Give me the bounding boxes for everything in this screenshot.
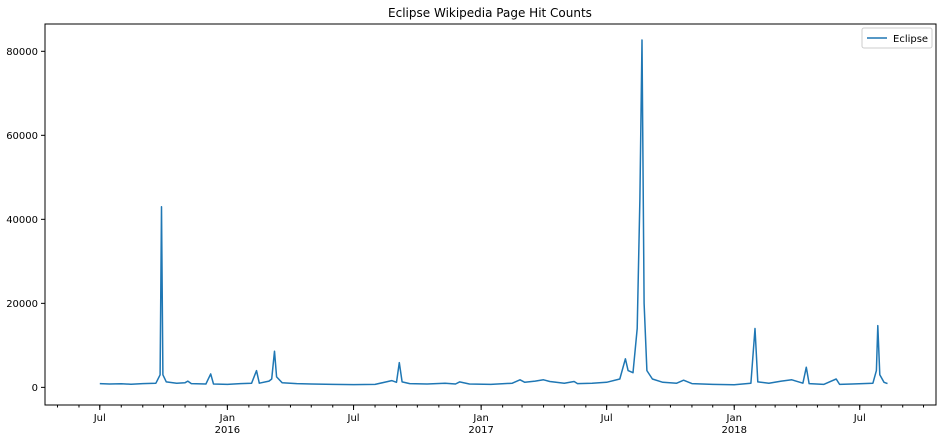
series-layer bbox=[99, 39, 888, 386]
legend-label-eclipse: Eclipse bbox=[893, 34, 928, 45]
chart-title: Eclipse Wikipedia Page Hit Counts bbox=[388, 6, 592, 20]
x-tick-year-label: 2016 bbox=[215, 425, 240, 436]
y-tick-label: 40000 bbox=[6, 215, 38, 226]
legend-box bbox=[861, 27, 933, 49]
series-line-eclipse bbox=[99, 39, 888, 386]
y-tick-label: 0 bbox=[32, 383, 38, 394]
x-tick-label: Jul bbox=[93, 413, 106, 424]
y-axis: 0 20000 40000 60000 80000 bbox=[6, 47, 45, 394]
x-tick-year-label: 2018 bbox=[721, 425, 746, 436]
x-tick-label: Jan bbox=[472, 413, 488, 424]
axes bbox=[44, 23, 937, 406]
x-tick-label: Jul bbox=[600, 413, 613, 424]
x-tick-label: Jan bbox=[726, 413, 742, 424]
x-tick-label: Jan bbox=[219, 413, 235, 424]
x-tick-label: Jul bbox=[347, 413, 360, 424]
plot-frame bbox=[44, 23, 937, 406]
y-tick-label: 80000 bbox=[6, 47, 38, 58]
y-tick-label: 60000 bbox=[6, 131, 38, 142]
x-tick-year-label: 2017 bbox=[468, 425, 493, 436]
x-tick-label: Jul bbox=[853, 413, 866, 424]
legend: Eclipse bbox=[861, 27, 933, 49]
y-tick-label: 20000 bbox=[6, 299, 38, 310]
